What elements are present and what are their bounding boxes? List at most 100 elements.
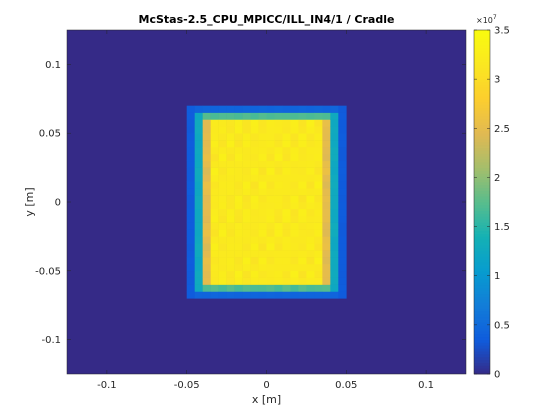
colorbar-multiplier: ×107 (476, 14, 497, 25)
heatmap-cell (306, 126, 315, 134)
heatmap-cell (258, 119, 267, 127)
heatmap-cell (298, 291, 307, 299)
heatmap-cell (194, 181, 203, 189)
colorbar-segment (474, 353, 490, 358)
colorbar-segment (474, 32, 490, 37)
heatmap-cell (218, 202, 227, 210)
colorbar-segment (474, 190, 490, 194)
heatmap-cell (186, 181, 195, 189)
heatmap-cell (218, 236, 227, 244)
heatmap-cell (314, 243, 323, 251)
colorbar-segment (474, 81, 490, 85)
heatmap-cell (258, 222, 267, 230)
colorbar-segment (474, 153, 490, 157)
heatmap-cell (258, 195, 267, 203)
heatmap-cell (274, 126, 283, 134)
colorbar-segment (474, 368, 490, 372)
heatmap-cell (306, 167, 315, 175)
heatmap-cell (338, 243, 347, 251)
heatmap-cell (242, 112, 251, 120)
colorbar-segment (474, 184, 490, 189)
heatmap-cell (258, 277, 267, 285)
heatmap-cell (282, 270, 291, 278)
heatmap-cell (274, 160, 283, 168)
heatmap-cell (194, 243, 203, 251)
heatmap-cell (298, 208, 307, 217)
heatmap-cell (234, 174, 243, 182)
heatmap-cell (290, 243, 299, 251)
heatmap-cell (194, 229, 203, 237)
heatmap-cell (258, 133, 267, 141)
colorbar-segment (474, 150, 490, 154)
heatmap-cell (282, 153, 291, 162)
heatmap-cell (306, 291, 315, 299)
heatmap-cell (322, 126, 331, 134)
heatmap-cell (202, 229, 211, 237)
heatmap-cell (266, 243, 275, 251)
colorbar-segment (474, 345, 490, 349)
colorbar-segment (474, 224, 490, 229)
colorbar-segment (474, 30, 490, 34)
heatmap-cell (186, 195, 195, 203)
heatmap-cell (330, 167, 339, 175)
heatmap-cell (274, 291, 283, 299)
heatmap-cell (218, 263, 227, 272)
heatmap-cell (258, 215, 267, 223)
heatmap-cell (274, 188, 283, 196)
heatmap-cell (282, 208, 291, 217)
heatmap-cell (194, 188, 203, 196)
colorbar-segment (474, 93, 490, 97)
heatmap-cell (338, 112, 347, 120)
colorbar-segment (474, 265, 490, 269)
heatmap-cell (250, 202, 259, 210)
heatmap-cell (226, 229, 235, 237)
heatmap-cell (330, 202, 339, 210)
heatmap-cell (314, 222, 323, 230)
heatmap-cell (314, 291, 323, 299)
heatmap-cell (218, 229, 227, 237)
heatmap-cell (258, 229, 267, 237)
heatmap-cell (290, 270, 299, 278)
heatmap-cell (210, 105, 219, 113)
heatmap-cell (258, 243, 267, 251)
heatmap-cell (274, 105, 283, 113)
colorbar-segment (474, 336, 490, 340)
heatmap-cell (306, 236, 315, 244)
heatmap-cell (226, 188, 235, 196)
heatmap-cell (202, 208, 211, 217)
heatmap-cell (250, 153, 259, 162)
heatmap-cell (298, 146, 307, 155)
colorbar-segment (474, 331, 490, 335)
heatmap-cell (314, 215, 323, 223)
heatmap-cell (306, 202, 315, 210)
heatmap-cell (258, 140, 267, 148)
heatmap-cell (306, 277, 315, 285)
heatmap-cell (282, 105, 291, 113)
heatmap-cell (250, 291, 259, 299)
heatmap-cell (202, 153, 211, 162)
heatmap-cell (210, 222, 219, 230)
heatmap-cell (202, 215, 211, 223)
heatmap-cell (298, 181, 307, 189)
heatmap-cell (234, 222, 243, 230)
heatmap-cell (250, 250, 259, 258)
heatmap-cell (290, 126, 299, 134)
heatmap-cell (242, 119, 251, 127)
heatmap-cell (234, 133, 243, 141)
heatmap-cell (338, 229, 347, 237)
heatmap-cell (194, 284, 203, 292)
colorbar-segment (474, 207, 490, 211)
heatmap-cell (266, 291, 275, 299)
heatmap-cell (202, 174, 211, 182)
heatmap-cell (250, 236, 259, 244)
heatmap-cell (250, 222, 259, 230)
heatmap-cell (330, 112, 339, 120)
heatmap-cell (338, 215, 347, 223)
heatmap-cell (186, 270, 195, 278)
heatmap-cell (250, 215, 259, 223)
heatmap-cell (186, 215, 195, 223)
heatmap-cell (258, 263, 267, 272)
chart-title: McStas-2.5_CPU_MPICC/ILL_IN4/1 / Cradle (139, 13, 395, 26)
heatmap-cell (210, 277, 219, 285)
heatmap-cell (258, 270, 267, 278)
